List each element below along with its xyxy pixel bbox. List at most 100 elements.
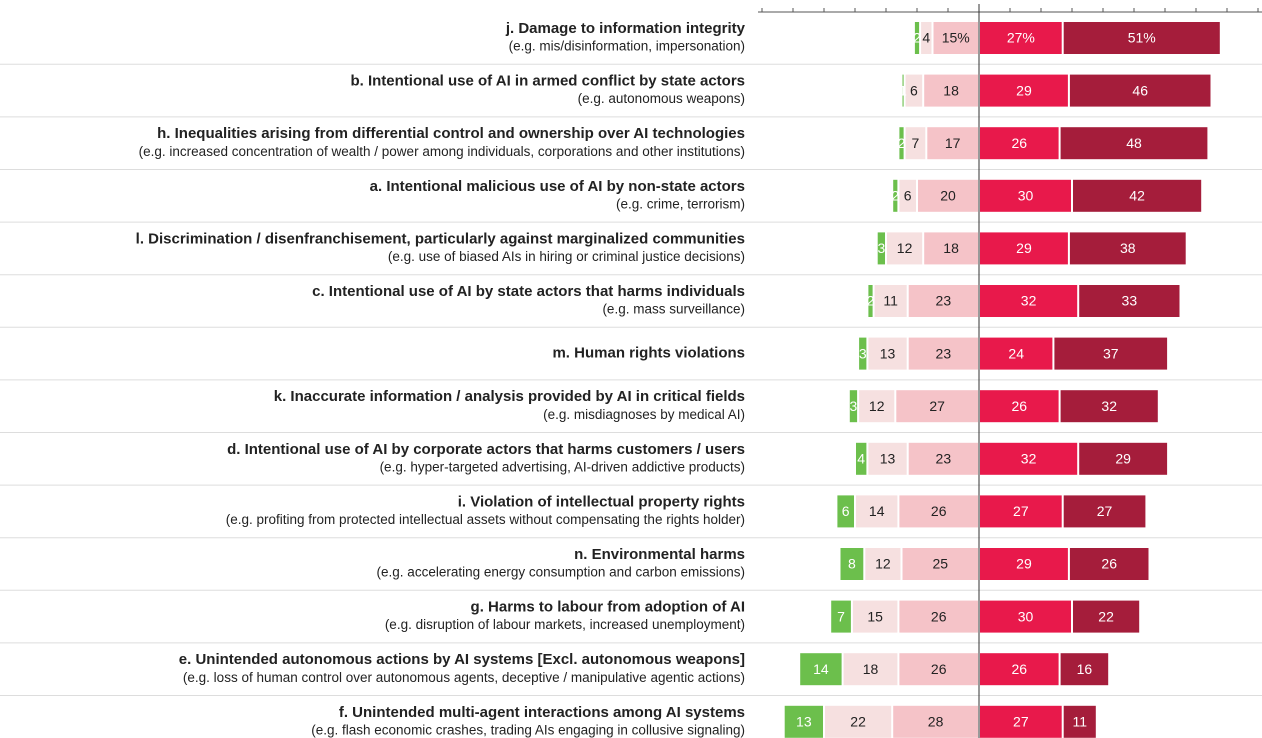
bar-segment <box>924 74 978 107</box>
value-label: 2 <box>898 135 906 151</box>
category-title: c. Intentional use of AI by state actors… <box>312 283 745 300</box>
category-title: h. Inequalities arising from differentia… <box>157 125 745 142</box>
category-title: d. Intentional use of AI by corporate ac… <box>227 441 745 458</box>
value-label: 6 <box>910 82 918 98</box>
bar-segment <box>908 442 978 475</box>
value-label: 33 <box>1122 293 1138 309</box>
bar-segment <box>896 390 978 423</box>
bar-segment <box>852 600 898 633</box>
value-label: 12 <box>897 240 913 256</box>
bar-segment <box>980 285 1078 317</box>
value-label: 37 <box>1103 345 1119 361</box>
value-label: 8 <box>848 556 856 572</box>
bar-segment <box>899 127 904 160</box>
category-subtitle: (e.g. flash economic crashes, trading AI… <box>311 722 745 737</box>
value-label: 12 <box>869 398 885 414</box>
value-label: 24 <box>1008 345 1024 361</box>
category-subtitle: (e.g. disruption of labour markets, incr… <box>385 617 745 632</box>
value-label: 2 <box>891 188 899 204</box>
category-subtitle: (e.g. profiting from protected intellect… <box>226 512 745 527</box>
bar-segment <box>980 232 1068 265</box>
value-label: 26 <box>931 503 947 519</box>
bar-segment <box>1063 22 1220 54</box>
value-label: 15 <box>867 608 883 624</box>
category-title: b. Intentional use of AI in armed confli… <box>350 73 745 90</box>
value-label: 27 <box>1097 503 1113 519</box>
category-title: j. Damage to information integrity <box>505 20 746 37</box>
value-label: 26 <box>1012 398 1028 414</box>
bar-segment <box>887 232 923 265</box>
value-label: 23 <box>936 451 952 467</box>
bar-segment <box>1063 705 1096 738</box>
value-label: 12 <box>875 556 891 572</box>
value-label: 22 <box>1098 608 1114 624</box>
value-label: 7 <box>912 135 920 151</box>
value-label: 2 <box>867 293 875 309</box>
bar-segment <box>980 337 1053 370</box>
bar-segment <box>980 653 1059 686</box>
value-label: 26 <box>1012 661 1028 677</box>
category-subtitle: (e.g. increased concentration of wealth … <box>139 144 745 159</box>
bar-segment <box>874 285 907 317</box>
value-label: 13 <box>880 451 896 467</box>
bar-segment <box>921 22 932 54</box>
value-label: 6 <box>842 503 850 519</box>
bar-segment <box>859 337 867 370</box>
bar-segment <box>902 74 904 107</box>
bar-segment <box>825 705 892 738</box>
bar-segment <box>1060 390 1158 423</box>
category-subtitle: (e.g. accelerating energy consumption an… <box>377 565 745 580</box>
bar-segment <box>1069 548 1149 580</box>
bar-segment <box>1073 600 1140 633</box>
value-label: 32 <box>1021 451 1037 467</box>
bar-segment <box>1069 232 1186 265</box>
category-title: f. Unintended multi-agent interactions a… <box>339 704 745 721</box>
bar-segment <box>868 337 907 370</box>
value-label: 11 <box>1072 714 1087 730</box>
bar-segment <box>1073 179 1202 212</box>
bar-segment <box>868 442 907 475</box>
value-label: 14 <box>813 661 829 677</box>
value-label: 29 <box>1016 556 1032 572</box>
category-subtitle: (e.g. hyper-targeted advertising, AI-dri… <box>380 459 745 474</box>
bar-segment <box>1063 495 1146 528</box>
value-label: 4 <box>922 30 930 46</box>
value-label: 1 <box>899 82 907 98</box>
value-label: 18 <box>943 240 959 256</box>
value-label: 29 <box>1115 451 1131 467</box>
value-label: 25 <box>932 556 948 572</box>
bar-segment <box>924 232 978 265</box>
value-label: 27 <box>1013 503 1029 519</box>
value-label: 13 <box>796 714 812 730</box>
bar-segment <box>865 548 901 580</box>
value-label: 29 <box>1016 240 1032 256</box>
value-label: 42 <box>1129 188 1145 204</box>
value-label: 32 <box>1021 293 1037 309</box>
bar-segment <box>849 390 858 423</box>
bar-segment <box>899 495 978 528</box>
value-label: 29 <box>1016 82 1032 98</box>
bar-segment <box>980 600 1071 633</box>
bar-segment <box>784 705 823 738</box>
bar-segment <box>980 442 1078 475</box>
value-label: 51% <box>1128 30 1156 46</box>
bar-segment <box>933 22 978 54</box>
value-label: 14 <box>869 503 885 519</box>
value-label: 27 <box>929 398 945 414</box>
value-label: 3 <box>850 398 858 414</box>
value-label: 23 <box>936 345 952 361</box>
value-label: 16 <box>1077 661 1093 677</box>
bar-segment <box>1079 285 1180 317</box>
category-subtitle: (e.g. misdiagnoses by medical AI) <box>543 407 745 422</box>
bar-segment <box>980 179 1071 212</box>
category-title: n. Environmental harms <box>574 546 745 563</box>
category-title: i. Violation of intellectual property ri… <box>458 493 745 510</box>
value-label: 15% <box>942 30 970 46</box>
value-label: 4 <box>857 451 865 467</box>
value-label: 3 <box>859 345 867 361</box>
bar-segment <box>927 127 978 160</box>
bar-segment <box>856 495 898 528</box>
value-label: 7 <box>837 608 845 624</box>
bar-segment <box>1054 337 1168 370</box>
